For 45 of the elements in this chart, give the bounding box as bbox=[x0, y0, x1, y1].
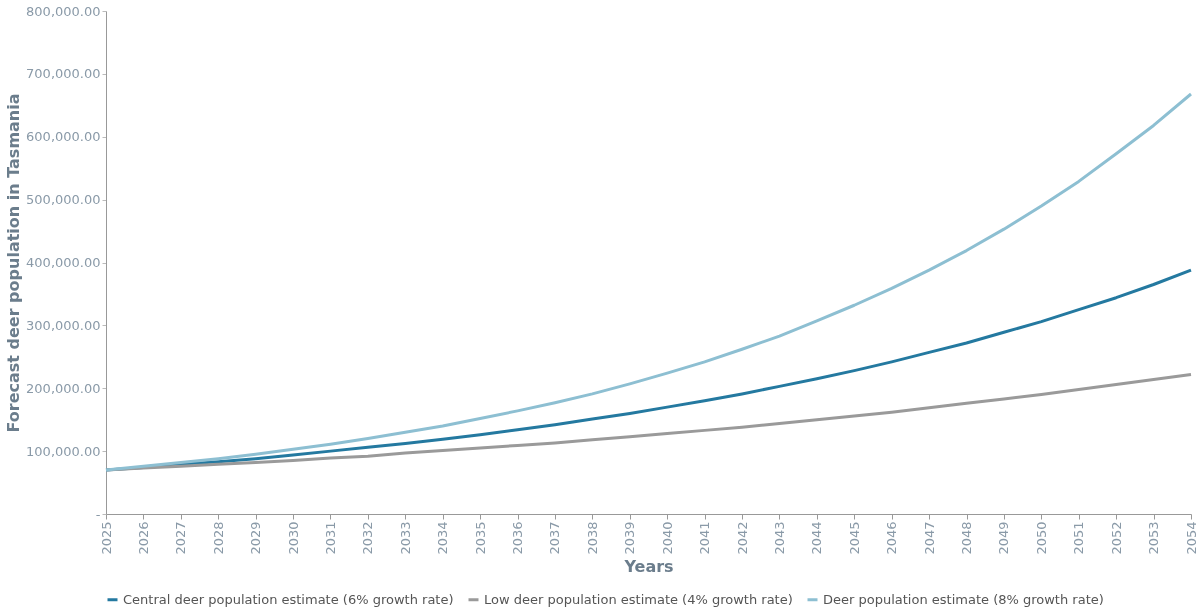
x-tick-label: 2042 bbox=[734, 521, 750, 555]
x-tick-label: 2027 bbox=[173, 521, 189, 555]
y-tick-label: 300,000.00 bbox=[26, 317, 101, 333]
y-tick-label: 800,000.00 bbox=[26, 3, 101, 19]
y-tick-label: - bbox=[95, 506, 101, 522]
x-tick-label: 2033 bbox=[397, 521, 413, 555]
y-axis-title: Forecast deer population in Tasmania bbox=[4, 93, 24, 433]
y-tick-label: 500,000.00 bbox=[26, 192, 101, 208]
x-tick-label: 2045 bbox=[846, 521, 862, 555]
x-tick-label: 2050 bbox=[1033, 521, 1049, 555]
x-tick-label: 2039 bbox=[622, 521, 638, 555]
x-tick-label: 2052 bbox=[1108, 521, 1124, 555]
legend-label: Low deer population estimate (4% growth rate) bbox=[484, 591, 793, 607]
x-tick-label: 2041 bbox=[697, 521, 713, 555]
x-tick-label: 2032 bbox=[360, 521, 376, 555]
x-tick-label: 2026 bbox=[135, 521, 151, 555]
x-tick-label: 2048 bbox=[959, 521, 975, 555]
line-series bbox=[104, 92, 1193, 472]
x-tick-label: 2053 bbox=[1146, 521, 1162, 555]
x-tick-label: 2046 bbox=[884, 521, 900, 555]
x-tick-label: 2025 bbox=[98, 521, 114, 555]
y-tick-label: 100,000.00 bbox=[26, 443, 101, 459]
x-tick-label: 2031 bbox=[322, 521, 338, 555]
x-tick-label: 2029 bbox=[248, 521, 264, 555]
x-tick-label: 2051 bbox=[1071, 521, 1087, 555]
y-tick-label: 600,000.00 bbox=[26, 129, 101, 145]
x-tick-label: 2054 bbox=[1183, 521, 1199, 555]
x-tick-label: 2044 bbox=[809, 521, 825, 555]
y-tick-label: 200,000.00 bbox=[26, 380, 101, 396]
x-axis-title: Years bbox=[623, 556, 674, 576]
x-tick-label: 2036 bbox=[510, 521, 526, 555]
x-tick-label: 2030 bbox=[285, 521, 301, 555]
x-tick-label: 2037 bbox=[547, 521, 563, 555]
legend-label: Central deer population estimate (6% growth rate) bbox=[123, 591, 454, 607]
x-tick-label: 2038 bbox=[584, 521, 600, 555]
x-tick-label: 2049 bbox=[996, 521, 1012, 555]
x-tick-label: 2040 bbox=[659, 521, 675, 555]
legend-label: Deer population estimate (8% growth rate) bbox=[823, 591, 1104, 607]
y-tick-label: 700,000.00 bbox=[26, 66, 101, 82]
x-tick-label: 2028 bbox=[210, 521, 226, 555]
y-tick-label: 400,000.00 bbox=[26, 255, 101, 270]
x-tick-label: 2035 bbox=[472, 521, 488, 555]
x-tick-label: 2034 bbox=[435, 521, 451, 555]
x-tick-label: 2043 bbox=[771, 521, 787, 555]
x-tick-label: 2047 bbox=[921, 521, 937, 555]
